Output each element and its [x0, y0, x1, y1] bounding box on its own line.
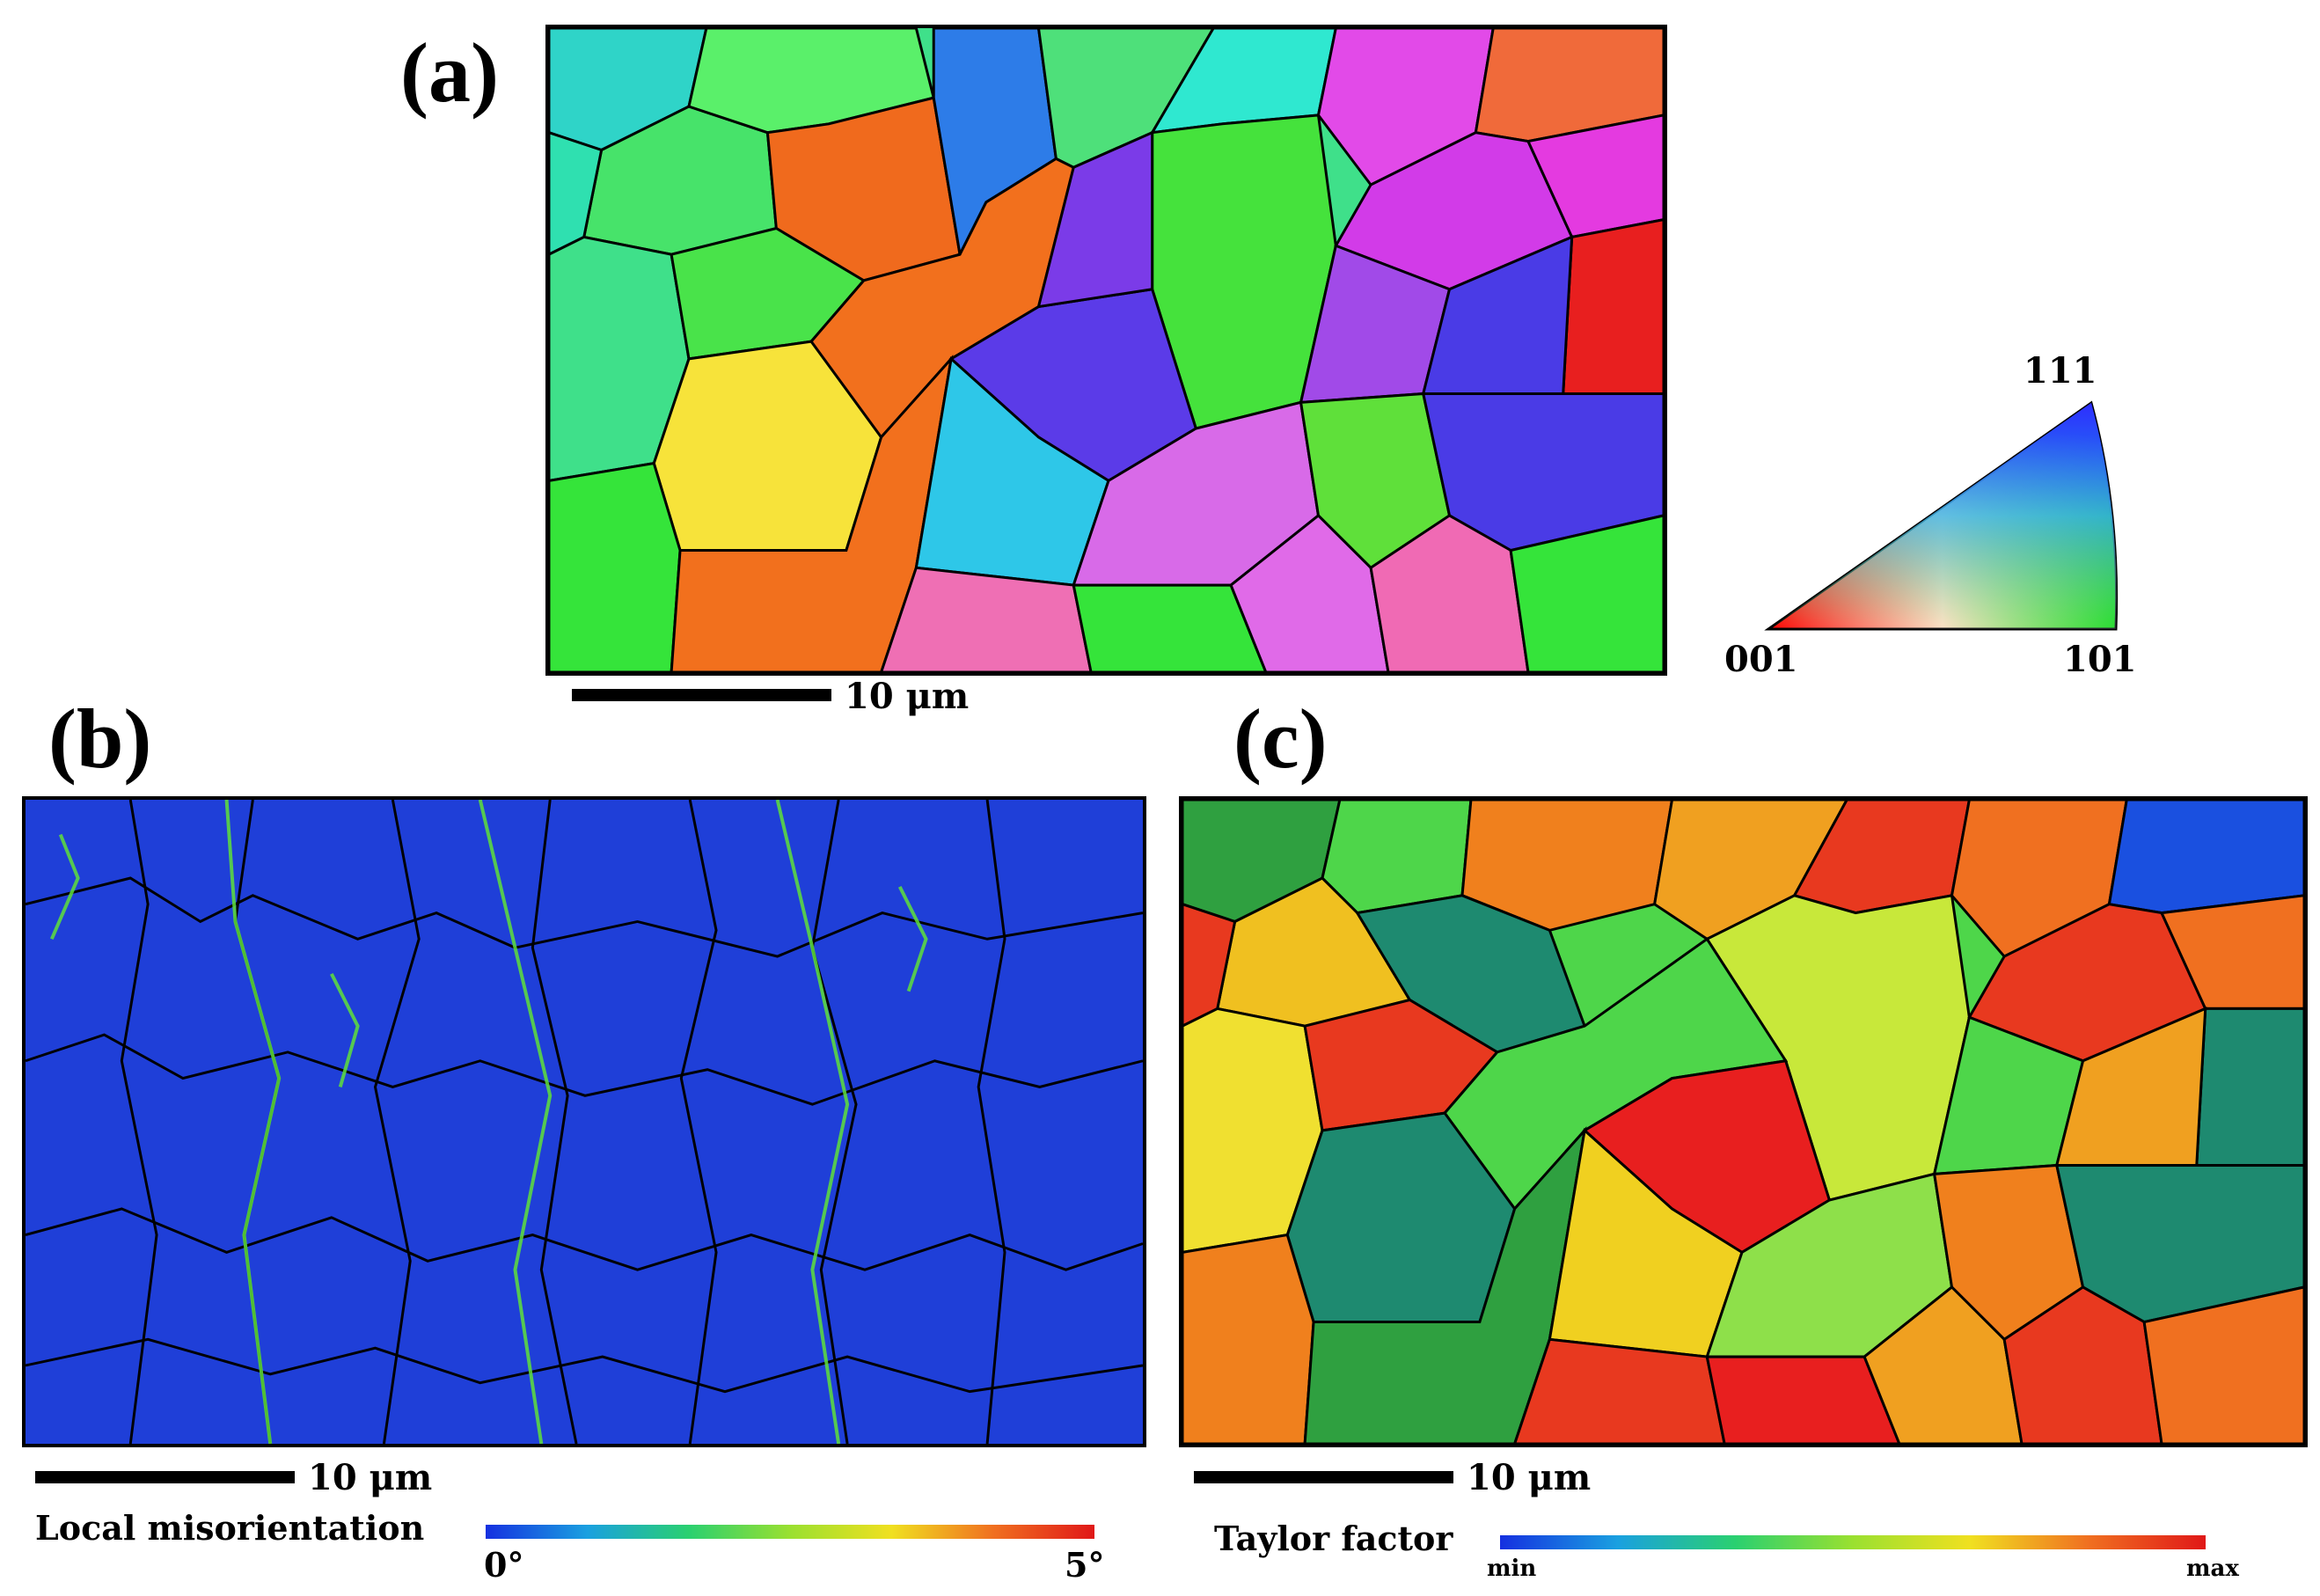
ipf-color-key	[1764, 396, 2125, 633]
taylor-factor-map	[1179, 796, 2308, 1447]
taylor-factor-legend-title: Taylor factor	[1214, 1519, 1453, 1558]
local-misorientation-colorbar	[486, 1525, 1094, 1539]
scale-bar-a-label: 10 μm	[845, 676, 970, 717]
panel-b-label: (b)	[48, 692, 152, 786]
scale-bar-c	[1194, 1471, 1453, 1483]
ipf-key-label-111: 111	[2024, 350, 2097, 392]
ipf-key-label-001: 001	[1724, 639, 1798, 680]
colorbar-c-min-label: min	[1487, 1556, 1537, 1582]
ipf-orientation-map	[545, 25, 1667, 676]
local-misorientation-map	[22, 796, 1146, 1447]
colorbar-b-max-label: 5°	[1065, 1545, 1105, 1585]
scale-bar-a	[572, 689, 831, 701]
taylor-factor-colorbar	[1500, 1535, 2206, 1549]
colorbar-b-min-label: 0°	[484, 1545, 524, 1585]
scale-bar-c-label: 10 μm	[1467, 1457, 1592, 1498]
local-misorientation-legend-title: Local misorientation	[35, 1508, 425, 1548]
panel-c-label: (c)	[1233, 692, 1328, 786]
ipf-key-label-101: 101	[2063, 639, 2137, 680]
panel-a-label: (a)	[400, 26, 499, 120]
scale-bar-b-label: 10 μm	[308, 1457, 433, 1498]
scale-bar-b	[35, 1471, 295, 1483]
colorbar-c-max-label: max	[2186, 1556, 2239, 1582]
